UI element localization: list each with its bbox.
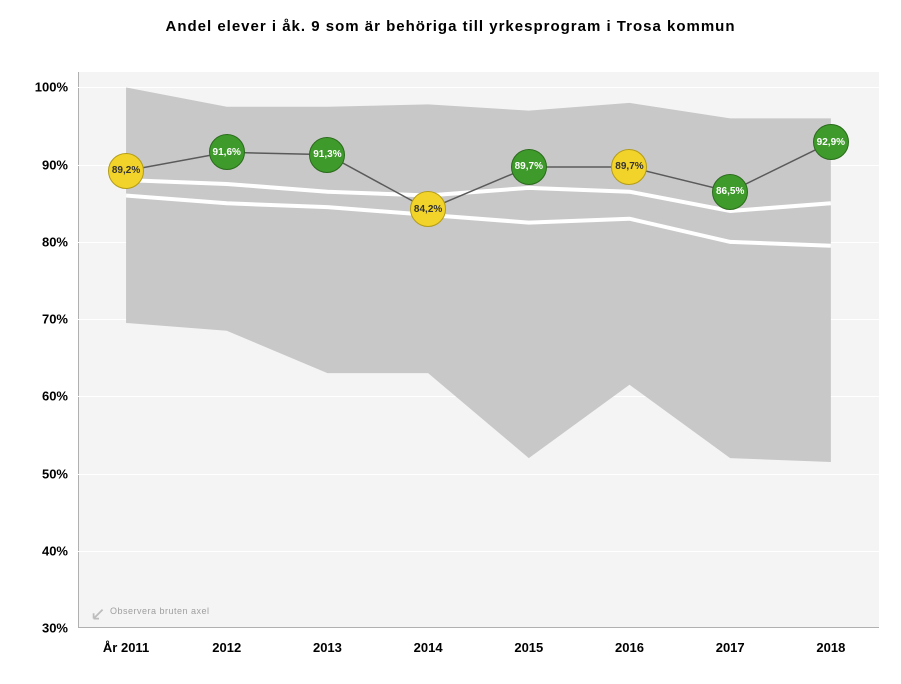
y-tick-label: 80%	[42, 234, 68, 249]
data-point-label: 86,5%	[716, 186, 744, 197]
data-point-label: 91,6%	[213, 147, 241, 158]
axis-break-arrow-icon	[90, 606, 108, 624]
data-point-0: 89,2%	[108, 153, 144, 189]
data-point-5: 89,7%	[611, 149, 647, 185]
y-tick-label: 100%	[35, 80, 68, 95]
data-point-label: 92,9%	[817, 137, 845, 148]
y-tick-label: 90%	[42, 157, 68, 172]
data-point-label: 89,7%	[615, 161, 643, 172]
axis-break-note: Observera bruten axel	[110, 606, 210, 616]
y-tick-label: 50%	[42, 466, 68, 481]
x-tick-label: 2015	[514, 640, 543, 655]
x-tick-label: 2018	[816, 640, 845, 655]
data-point-label: 89,7%	[515, 161, 543, 172]
chart-area: 89,2% 91,6% 91,3% 84,2% 89,7% 89,7% 86,5% 92,9%…	[78, 72, 879, 628]
data-point-3: 84,2%	[410, 191, 446, 227]
chart-title: Andel elever i åk. 9 som är behöriga til…	[0, 18, 901, 35]
y-tick-label: 70%	[42, 312, 68, 327]
data-point-1: 91,6%	[209, 134, 245, 170]
x-tick-label: 2013	[313, 640, 342, 655]
x-tick-label: 2017	[716, 640, 745, 655]
y-tick-label: 60%	[42, 389, 68, 404]
x-tick-label: År 2011	[103, 640, 149, 655]
y-tick-label: 30%	[42, 621, 68, 636]
band-layer	[78, 72, 879, 628]
gridline	[78, 628, 879, 629]
x-tick-label: 2012	[212, 640, 241, 655]
data-point-6: 86,5%	[712, 174, 748, 210]
y-tick-label: 40%	[42, 543, 68, 558]
data-point-4: 89,7%	[511, 149, 547, 185]
data-point-label: 91,3%	[313, 149, 341, 160]
x-tick-label: 2014	[414, 640, 443, 655]
data-point-2: 91,3%	[309, 137, 345, 173]
data-point-label: 84,2%	[414, 204, 442, 215]
x-tick-label: 2016	[615, 640, 644, 655]
data-point-label: 89,2%	[112, 165, 140, 176]
data-point-7: 92,9%	[813, 124, 849, 160]
